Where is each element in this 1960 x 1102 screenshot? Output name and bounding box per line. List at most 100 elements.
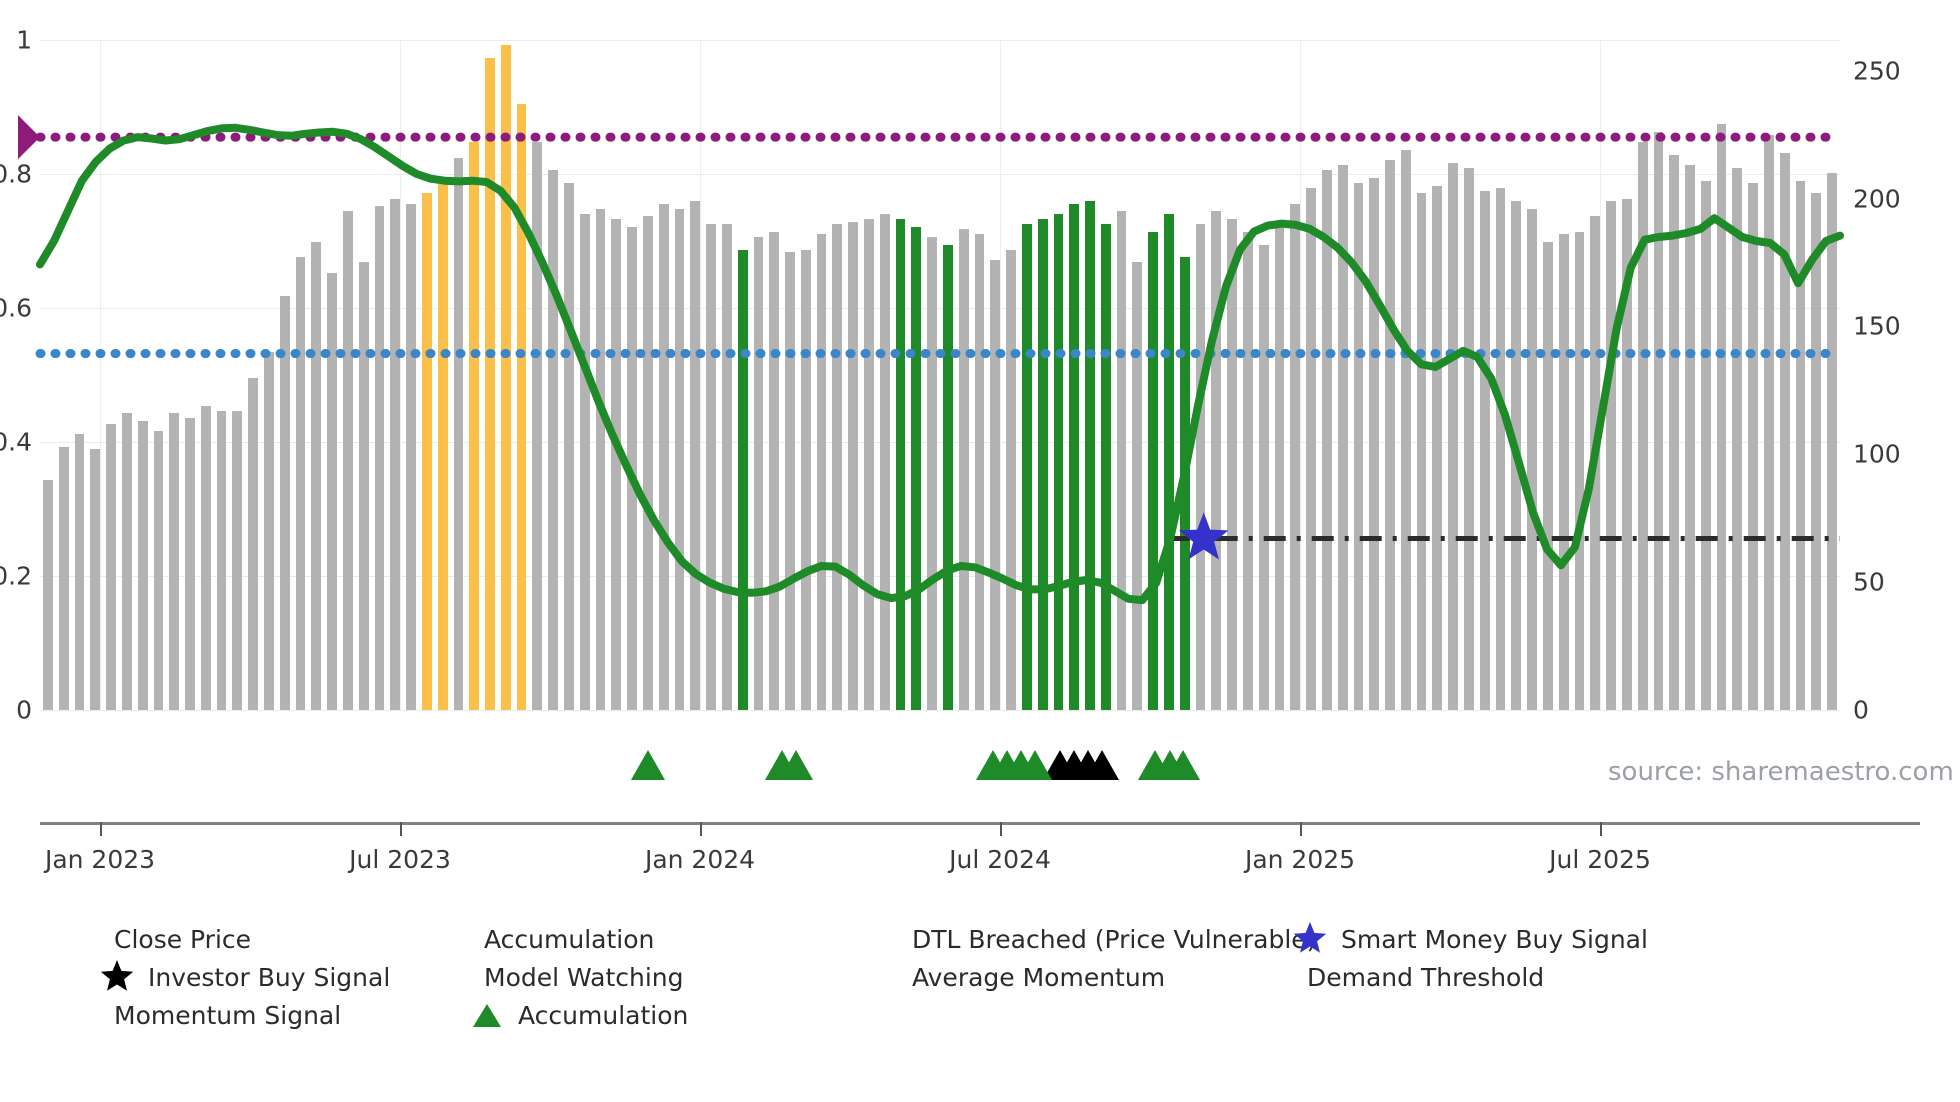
x-tick-label: Jan 2024 bbox=[644, 845, 756, 874]
x-tick-mark bbox=[1000, 822, 1002, 836]
left-tick-label: 0.6 bbox=[0, 293, 32, 323]
accumulation-triangle-icon bbox=[470, 998, 504, 1032]
price-bar bbox=[1795, 180, 1806, 710]
price-bar bbox=[832, 224, 843, 710]
legend-item[interactable]: Smart Money Buy Signal bbox=[1293, 920, 1648, 958]
legend-item[interactable]: Accumulation bbox=[470, 996, 688, 1034]
left-y-axis: 0 0.2 0.4 0.6 0.8 1 bbox=[0, 28, 40, 723]
left-tick-label: 0.2 bbox=[0, 561, 32, 591]
legend-item-label: Close Price bbox=[114, 924, 252, 954]
price-bar bbox=[1369, 178, 1380, 710]
price-bar bbox=[1621, 198, 1632, 710]
price-bar bbox=[1243, 231, 1253, 710]
legend-item[interactable]: Momentum Signal bbox=[100, 996, 341, 1034]
price-bar bbox=[1211, 211, 1222, 710]
signal-marker-strip bbox=[0, 735, 1960, 780]
price-bar bbox=[532, 142, 543, 710]
price-bar bbox=[690, 201, 701, 710]
price-bar bbox=[43, 479, 53, 710]
x-gridline bbox=[1600, 40, 1601, 710]
x-gridline bbox=[1300, 40, 1301, 710]
right-tick-label: 250 bbox=[1853, 56, 1901, 86]
price-bar bbox=[816, 234, 827, 710]
left-tick-label: 0 bbox=[16, 695, 32, 725]
x-gridline bbox=[700, 40, 701, 710]
momentum-signal-line bbox=[36, 123, 1844, 605]
legend-item-label: Demand Threshold bbox=[1307, 962, 1545, 992]
price-bar bbox=[74, 433, 85, 710]
price-bar bbox=[643, 216, 653, 710]
right-tick-label: 0 bbox=[1853, 695, 1869, 725]
price-bar bbox=[1069, 203, 1080, 710]
price-bar bbox=[1306, 188, 1316, 710]
price-bar bbox=[1748, 183, 1759, 710]
accumulation-triangle-marker bbox=[779, 750, 813, 780]
chart-legend: Close Price Accumulation DTL Breached (Pri… bbox=[100, 920, 1900, 1034]
price-bar bbox=[216, 410, 227, 710]
price-bar bbox=[279, 295, 290, 710]
price-bar bbox=[406, 203, 416, 710]
price-bar bbox=[1495, 188, 1506, 710]
price-bar bbox=[169, 413, 180, 710]
price-bar bbox=[958, 229, 969, 710]
price-bar bbox=[390, 198, 401, 710]
price-bar bbox=[1116, 211, 1127, 710]
price-bar bbox=[674, 208, 685, 710]
accumulation-triangle-marker bbox=[630, 750, 665, 780]
price-bar bbox=[1337, 165, 1348, 710]
price-bar bbox=[516, 103, 527, 710]
x-tick-mark bbox=[1600, 822, 1602, 836]
price-bar bbox=[1464, 167, 1474, 710]
price-bar bbox=[121, 413, 132, 710]
legend-item-label: Model Watching bbox=[484, 962, 684, 992]
price-bar bbox=[927, 236, 937, 710]
legend-item-label: DTL Breached (Price Vulnerable) bbox=[912, 924, 1317, 954]
price-bar bbox=[485, 57, 495, 710]
plot-area bbox=[18, 40, 1845, 711]
left-tick-label: 0.8 bbox=[0, 159, 32, 189]
price-bar bbox=[974, 234, 985, 710]
gridline bbox=[40, 40, 1840, 41]
price-bar bbox=[295, 257, 306, 710]
price-bar bbox=[1669, 155, 1680, 710]
price-bar bbox=[1385, 160, 1395, 710]
legend-item[interactable]: Model Watching bbox=[470, 958, 684, 996]
price-bar bbox=[706, 224, 716, 710]
price-bar bbox=[311, 242, 322, 710]
right-tick-label: 50 bbox=[1853, 567, 1885, 597]
price-bar bbox=[595, 208, 606, 710]
price-bar bbox=[737, 249, 748, 710]
price-bar bbox=[579, 213, 590, 710]
price-bar bbox=[137, 421, 148, 710]
price-bar bbox=[1148, 231, 1159, 710]
x-tick-label: Jan 2025 bbox=[1244, 845, 1356, 874]
price-bar bbox=[1732, 167, 1743, 710]
price-bar bbox=[1448, 162, 1459, 710]
x-gridline bbox=[400, 40, 401, 710]
price-bar bbox=[1290, 203, 1301, 710]
legend-item-label: Smart Money Buy Signal bbox=[1341, 924, 1648, 954]
legend-item[interactable]: Demand Threshold bbox=[1293, 958, 1544, 996]
price-bar bbox=[879, 213, 890, 710]
x-tick-label: Jul 2023 bbox=[349, 845, 451, 874]
legend-item[interactable]: DTL Breached (Price Vulnerable) bbox=[898, 920, 1316, 958]
legend-item[interactable]: Investor Buy Signal bbox=[100, 958, 390, 996]
legend-item[interactable]: Accumulation bbox=[470, 920, 654, 958]
price-bar bbox=[374, 206, 385, 710]
price-bar bbox=[1637, 142, 1648, 710]
x-tick-mark bbox=[400, 822, 402, 836]
price-bar bbox=[248, 377, 259, 710]
price-bar bbox=[358, 262, 369, 710]
demand-threshold-marker bbox=[18, 115, 40, 160]
legend-item[interactable]: Average Momentum bbox=[898, 958, 1165, 996]
price-bar bbox=[1558, 234, 1569, 710]
price-bar bbox=[343, 211, 353, 710]
x-tick-label: Jul 2025 bbox=[1549, 845, 1651, 874]
legend-item[interactable]: Close Price bbox=[100, 920, 251, 958]
price-bar bbox=[1321, 170, 1332, 710]
price-bar bbox=[658, 203, 669, 710]
price-bar bbox=[1100, 224, 1111, 710]
price-bar bbox=[864, 219, 874, 710]
price-bar bbox=[1685, 165, 1695, 710]
price-bar bbox=[1353, 183, 1364, 710]
